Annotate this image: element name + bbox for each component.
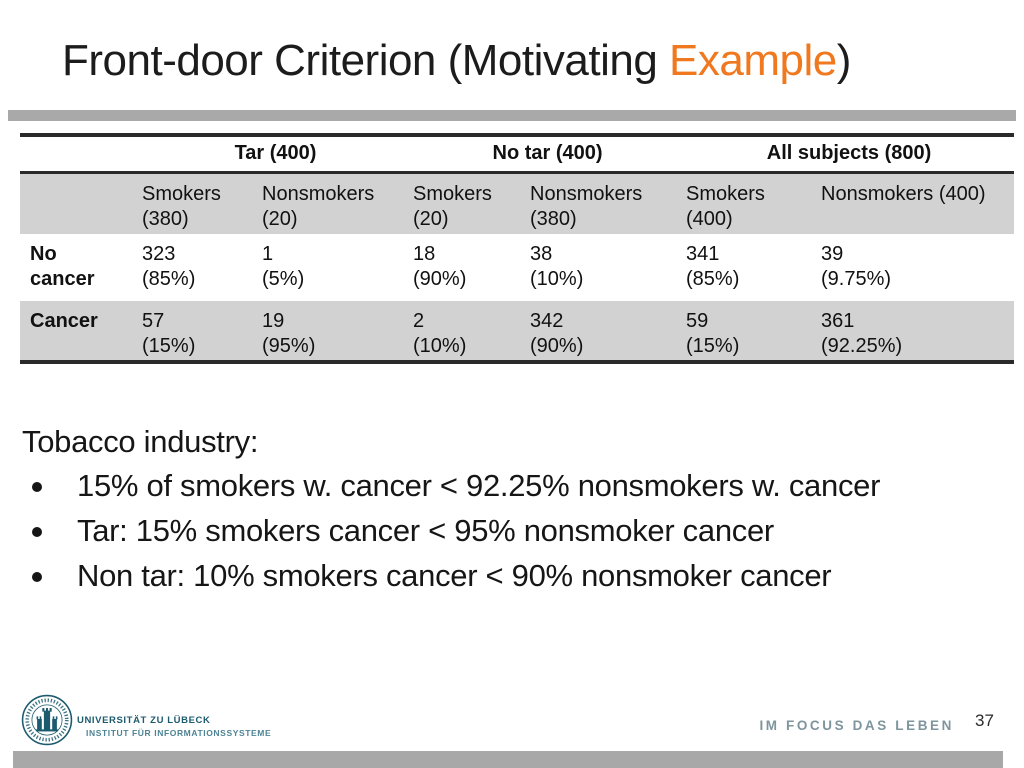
institute-name: INSTITUT FÜR INFORMATIONSSYSTEME — [86, 728, 272, 738]
cell-cancer-notar-smokers: 2 (10%) — [413, 310, 467, 357]
column-header-nonsmokers-400: Nonsmokers (400) — [819, 172, 1015, 234]
cell-cancer-all-smokers: 59 (15%) — [686, 310, 740, 357]
cell-no-cancer-notar-nonsmokers: 38 (10%) — [530, 243, 584, 290]
footer-motto: IM FOCUS DAS LEBEN — [759, 718, 954, 733]
column-header-smokers-20: Smokers (20) — [411, 172, 529, 234]
table-column-header-row: Smokers (380) Nonsmokers (20) Smokers (2… — [20, 172, 1015, 234]
bullet-text-2: Tar: 15% smokers cancer < 95% nonsmoker … — [77, 513, 774, 548]
bullet-dot-icon — [32, 572, 42, 582]
cell-cancer-tar-smokers: 57 (15%) — [142, 310, 196, 357]
bullet-item-3: Non tar: 10% smokers cancer < 90% nonsmo… — [22, 558, 992, 594]
column-header-smokers-380: Smokers (380) — [140, 172, 260, 234]
table-row-no-cancer: No cancer 323 (85%) 1 (5%) 18 (90%) 38 (… — [20, 234, 1015, 300]
title-prefix: Front-door Criterion (Motivating — [62, 36, 670, 85]
table-row-cancer: Cancer 57 (15%) 19 (95%) 2 (10%) 342 (90… — [20, 300, 1015, 362]
cell-cancer-tar-nonsmokers: 19 (95%) — [262, 310, 316, 357]
title-suffix: ) — [836, 36, 852, 85]
university-seal-icon — [21, 694, 73, 746]
cell-no-cancer-all-smokers: 341 (85%) — [686, 243, 740, 290]
cell-cancer-notar-nonsmokers: 342 (90%) — [530, 310, 584, 357]
bullet-dot-icon — [32, 527, 42, 537]
column-header-empty — [20, 172, 140, 234]
cell-cancer-all-nonsmokers: 361 (92.25%) — [821, 310, 903, 357]
row-label-cancer: Cancer — [30, 310, 98, 332]
title-divider-bar — [8, 110, 1016, 121]
group-header-tar: Tar (400) — [140, 135, 412, 174]
table-corner-cell — [20, 135, 140, 174]
column-header-smokers-400: Smokers (400) — [684, 172, 820, 234]
footer-bottom-bar — [13, 751, 1003, 768]
bullet-item-1: 15% of smokers w. cancer < 92.25% nonsmo… — [22, 468, 992, 504]
group-header-no-tar: No tar (400) — [411, 135, 685, 174]
cell-no-cancer-notar-smokers: 18 (90%) — [413, 243, 467, 290]
page-number: 37 — [975, 711, 994, 730]
university-name-block: UNIVERSITÄT ZU LÜBECK INSTITUT FÜR INFOR… — [77, 715, 271, 738]
group-header-all-subjects: All subjects (800) — [684, 135, 1015, 174]
cell-no-cancer-tar-smokers: 323 (85%) — [142, 243, 196, 290]
university-name: UNIVERSITÄT ZU LÜBECK — [77, 715, 211, 726]
tobacco-bullet-list: 15% of smokers w. cancer < 92.25% nonsmo… — [22, 468, 992, 594]
smoking-cancer-table: Tar (400) No tar (400) All subjects (800… — [20, 133, 1015, 364]
table-group-header-row: Tar (400) No tar (400) All subjects (800… — [20, 135, 1015, 174]
title-highlight: Example — [669, 36, 837, 85]
bullet-text-3: Non tar: 10% smokers cancer < 90% nonsmo… — [77, 558, 832, 593]
cell-no-cancer-all-nonsmokers: 39 (9.75%) — [821, 243, 892, 290]
row-label-no-cancer: No cancer — [30, 243, 95, 290]
tobacco-heading: Tobacco industry: — [22, 424, 259, 459]
column-header-nonsmokers-380: Nonsmokers (380) — [528, 172, 685, 234]
tobacco-industry-section: Tobacco industry: 15% of smokers w. canc… — [22, 424, 992, 603]
column-header-nonsmokers-20: Nonsmokers (20) — [260, 172, 412, 234]
page-title: Front-door Criterion (Motivating Example… — [62, 36, 851, 86]
bullet-item-2: Tar: 15% smokers cancer < 95% nonsmoker … — [22, 513, 992, 549]
cell-no-cancer-tar-nonsmokers: 1 (5%) — [262, 243, 305, 290]
bullet-dot-icon — [32, 482, 42, 492]
bullet-text-1: 15% of smokers w. cancer < 92.25% nonsmo… — [77, 468, 881, 503]
